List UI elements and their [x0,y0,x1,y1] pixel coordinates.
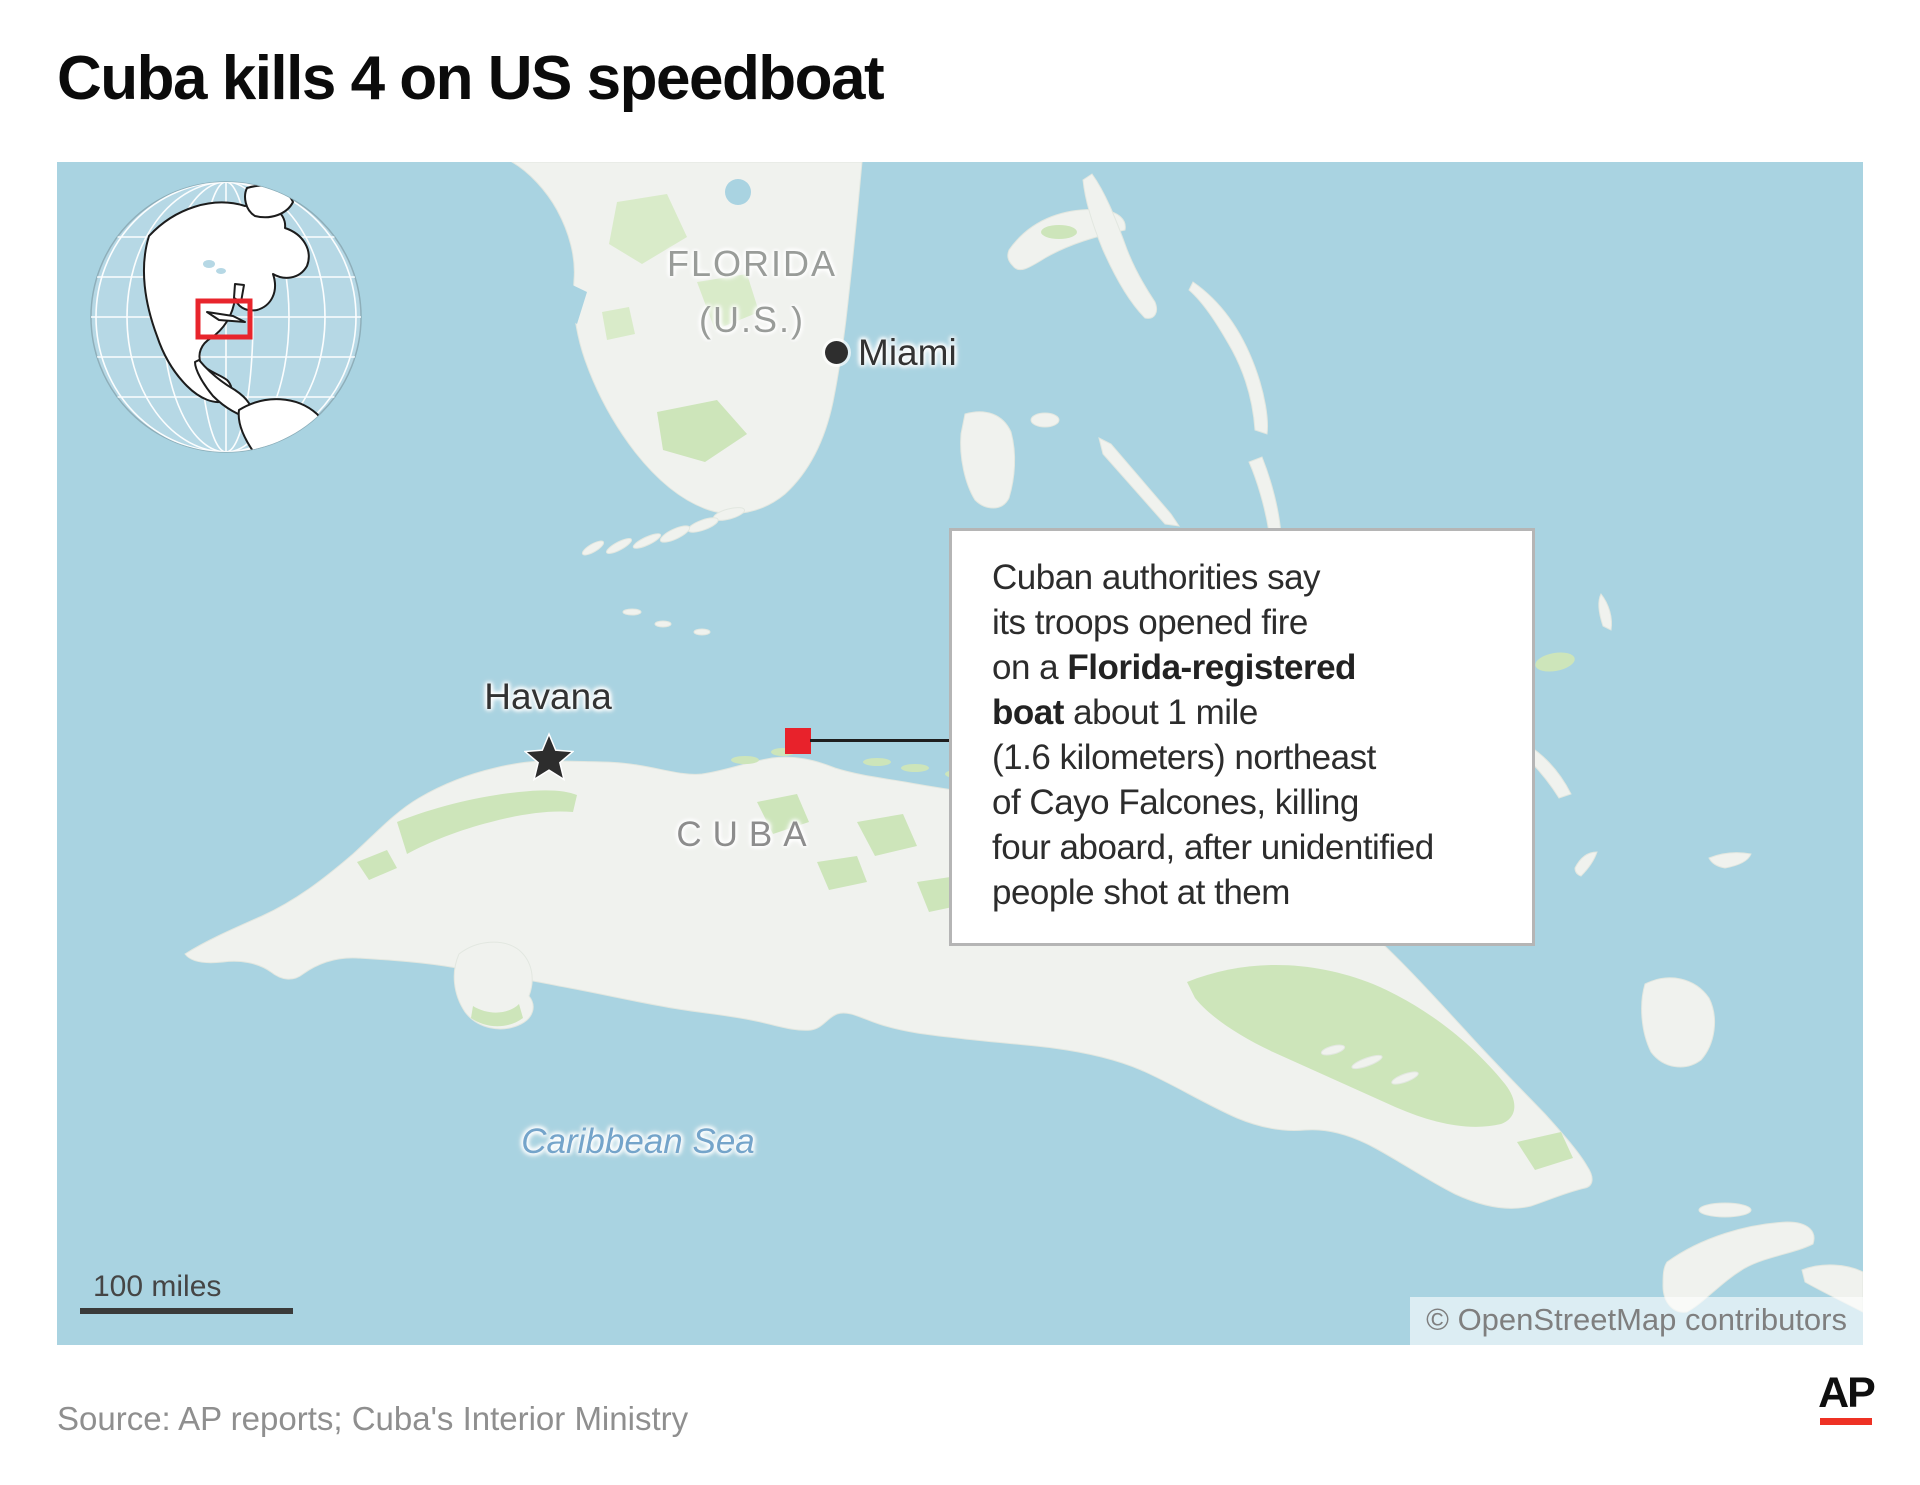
incident-marker red-square-icon [785,728,811,754]
callout-text-line: on a Florida-registered [992,648,1356,687]
caribbean-sea-label: Caribbean Sea [521,1122,755,1161]
ap-logo: AP [1818,1369,1876,1425]
callout-box: Cuban authorities say its troops opened f… [949,528,1535,946]
miami-label: Miami [858,332,957,373]
ap-logo-underline [1820,1418,1872,1425]
locator-rect [195,298,253,340]
source-line: Source: AP reports; Cuba's Interior Mini… [57,1400,689,1437]
eleuthera-island [1188,281,1268,435]
globe-locator-icon [90,181,362,453]
callout-text-line: Cuban authorities say [992,558,1321,597]
callout-text-line: people shot at them [992,873,1290,912]
callout-leader-line [810,739,949,742]
star-icon [524,732,574,782]
havana-label: Havana [484,676,612,717]
scale-bar [80,1308,293,1314]
map-canvas: FLORIDA (U.S.) Miami Havana CUBA Caribbe… [57,162,1863,1345]
callout-text-line: of Cayo Falcones, killing [992,783,1359,822]
osm-attribution: © OpenStreetMap contributors [1410,1297,1863,1345]
cuba-label: CUBA [676,815,818,854]
callout-text-line: four aboard, after unidentified [992,828,1434,867]
city-dot-icon [825,341,848,364]
florida-label: FLORIDA (U.S.) [666,243,838,340]
callout-text-line: its troops opened fire [992,603,1308,642]
page-title: Cuba kills 4 on US speedboat [57,44,885,113]
andros-island [960,411,1016,509]
callout-text-line: boat about 1 mile [992,693,1258,732]
hispaniola-landmass [1662,1221,1815,1313]
callout-text-line: (1.6 kilometers) northeast [992,738,1376,777]
florida-landmass [511,162,863,515]
abaco-island [1082,173,1158,319]
scale-label: 100 miles [93,1270,222,1303]
cuba-shape [206,311,246,323]
ap-logo-text: AP [1818,1369,1876,1417]
